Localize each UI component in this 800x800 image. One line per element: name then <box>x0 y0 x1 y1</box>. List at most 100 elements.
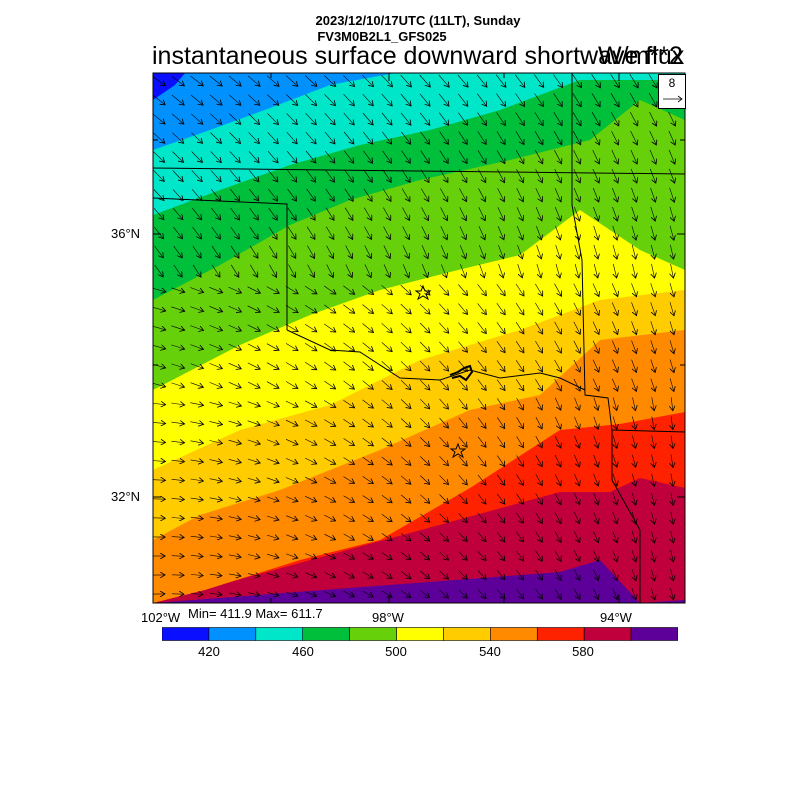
wind-vector <box>535 379 542 391</box>
wind-vector <box>631 321 637 334</box>
wind-vector <box>669 283 674 297</box>
wind-vector <box>477 455 486 466</box>
wind-vector <box>478 226 485 240</box>
map-title: instantaneous surface downward shortwave… <box>152 42 685 70</box>
wind-vector <box>477 93 486 107</box>
wind-vector <box>421 264 428 277</box>
wind-vector <box>516 225 523 240</box>
wind-vector <box>362 399 374 408</box>
wind-vector <box>382 188 391 202</box>
wind-vector <box>171 113 184 124</box>
wind-vector <box>288 245 295 259</box>
wind-vector <box>497 188 505 201</box>
wind-vector <box>171 537 184 538</box>
wind-vector <box>478 188 486 201</box>
wind-vector <box>591 74 601 87</box>
wind-vector <box>268 188 277 201</box>
wind-vector <box>516 569 523 580</box>
wind-vector <box>190 555 203 556</box>
wind-vector <box>229 132 241 144</box>
wind-vector <box>439 551 449 560</box>
min-max-stats: Min= 411.9 Max= 611.7 <box>188 606 323 621</box>
wind-vector <box>516 169 524 182</box>
wind-vector <box>343 419 354 426</box>
wind-vector <box>554 435 561 448</box>
wind-vector <box>401 188 410 202</box>
wind-vector <box>420 532 429 541</box>
wind-vector <box>247 401 261 407</box>
wind-vector <box>516 417 524 428</box>
wind-vector <box>497 455 504 467</box>
wind-vector <box>402 245 409 258</box>
wind-vector <box>650 187 656 202</box>
wind-vector <box>267 592 279 595</box>
wind-vector <box>421 245 428 258</box>
wind-vector <box>171 498 185 499</box>
wind-vector <box>629 92 638 107</box>
wind-vector <box>362 418 374 427</box>
wind-vector <box>401 169 410 183</box>
wind-vector <box>458 513 468 522</box>
wind-vector <box>400 303 411 314</box>
wind-vector <box>420 589 429 598</box>
wind-vector <box>632 588 636 599</box>
wind-vector <box>496 474 505 486</box>
wind-vector <box>496 570 505 579</box>
wind-vector <box>592 340 599 354</box>
wind-vector <box>190 594 203 595</box>
wind-vector <box>190 479 204 481</box>
wind-vector <box>307 245 314 259</box>
wind-vector <box>440 245 447 258</box>
wind-vector <box>343 131 354 144</box>
wind-vector <box>648 73 657 88</box>
wind-vector <box>190 325 203 331</box>
wind-vector <box>266 286 280 294</box>
wind-vector <box>439 456 449 465</box>
wind-vector <box>573 359 580 372</box>
wind-vector <box>476 74 487 87</box>
wind-vector <box>535 188 542 202</box>
colorbar-box <box>443 627 491 641</box>
wind-vector <box>420 131 430 145</box>
wind-vector <box>611 283 618 296</box>
wind-vector <box>211 245 220 258</box>
wind-vector <box>228 324 242 331</box>
wind-vector <box>477 513 486 523</box>
wind-vector <box>670 302 674 316</box>
wind-vector <box>190 536 203 537</box>
wind-vector <box>517 264 523 278</box>
wind-vector <box>171 403 184 405</box>
wind-vector <box>420 437 429 446</box>
wind-vector <box>400 93 411 106</box>
wind-vector <box>343 93 355 106</box>
wind-vector <box>172 189 183 200</box>
wind-vector <box>247 381 260 388</box>
wind-vector <box>381 342 392 351</box>
wind-vector <box>496 93 505 107</box>
wind-vector <box>190 94 203 105</box>
wind-vector <box>171 306 185 311</box>
wind-vector <box>592 168 599 183</box>
wind-vector <box>632 492 636 505</box>
colorbar-box <box>162 627 210 641</box>
wind-vector <box>534 74 543 88</box>
wind-vector <box>650 225 655 240</box>
wind-vector <box>249 188 258 201</box>
wind-vector <box>192 245 201 258</box>
wind-vector <box>592 378 599 391</box>
wind-vector <box>285 75 298 87</box>
wind-vector <box>573 550 580 562</box>
wind-vector <box>285 477 298 483</box>
wind-vector <box>477 474 486 485</box>
wind-vector <box>458 570 468 580</box>
wind-vector <box>420 551 429 560</box>
wind-vector <box>307 264 315 278</box>
wind-vector <box>362 476 374 483</box>
wind-vector <box>671 530 674 543</box>
wind-vector <box>381 475 392 484</box>
wind-vector <box>228 574 241 576</box>
wind-vector <box>593 492 599 505</box>
wind-vector <box>439 417 449 428</box>
wind-vector <box>228 440 242 444</box>
star-marker <box>449 442 467 459</box>
